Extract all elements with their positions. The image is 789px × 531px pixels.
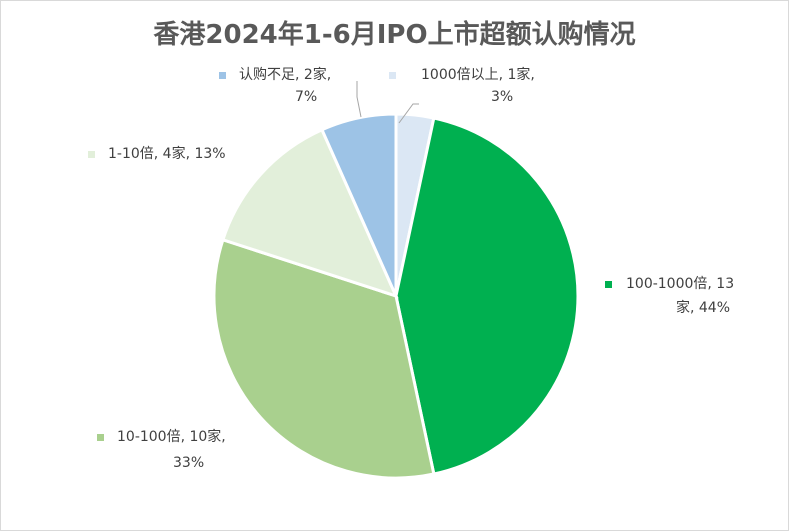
label-marker-3 bbox=[97, 434, 104, 441]
pie-slice-5 bbox=[319, 112, 398, 297]
data-label-1-line-1: 1000倍以上, 1家, bbox=[421, 66, 535, 83]
data-label-3-line-2: 33% bbox=[173, 455, 204, 471]
data-label-1-line-2: 3% bbox=[491, 89, 513, 105]
label-marker-5 bbox=[219, 72, 226, 79]
pie-slice-3 bbox=[212, 237, 436, 480]
leader-line-1 bbox=[398, 103, 419, 124]
label-marker-1 bbox=[389, 72, 396, 79]
pie-slice-2 bbox=[394, 116, 580, 476]
label-marker-4 bbox=[88, 151, 95, 158]
data-label-5-line-1: 认购不足, 2家, bbox=[239, 66, 331, 83]
label-marker-2 bbox=[605, 281, 612, 288]
data-label-2-line-2: 家, 44% bbox=[676, 299, 730, 316]
data-label-4-line-1: 1-10倍, 4家, 13% bbox=[108, 145, 226, 162]
chart-title: 香港2024年1-6月IPO上市超额认购情况 bbox=[153, 20, 636, 50]
data-label-2-line-1: 100-1000倍, 13 bbox=[626, 276, 734, 292]
data-label-3-line-1: 10-100倍, 10家, bbox=[117, 428, 226, 445]
pie-slice-4 bbox=[221, 127, 399, 299]
data-label-5-line-2: 7% bbox=[295, 89, 317, 105]
leader-line-5 bbox=[356, 81, 362, 118]
